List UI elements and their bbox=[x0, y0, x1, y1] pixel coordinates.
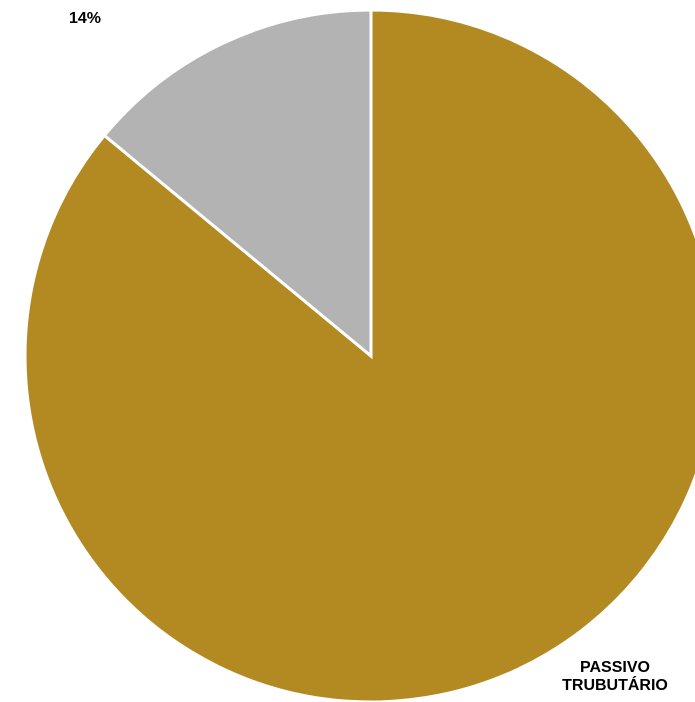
value-label: 14% bbox=[68, 10, 102, 27]
pie-slice bbox=[102, 8, 373, 360]
pie-slice bbox=[23, 8, 695, 702]
slice-label: PASSIVO TRUBUTÁRIO bbox=[562, 659, 668, 694]
